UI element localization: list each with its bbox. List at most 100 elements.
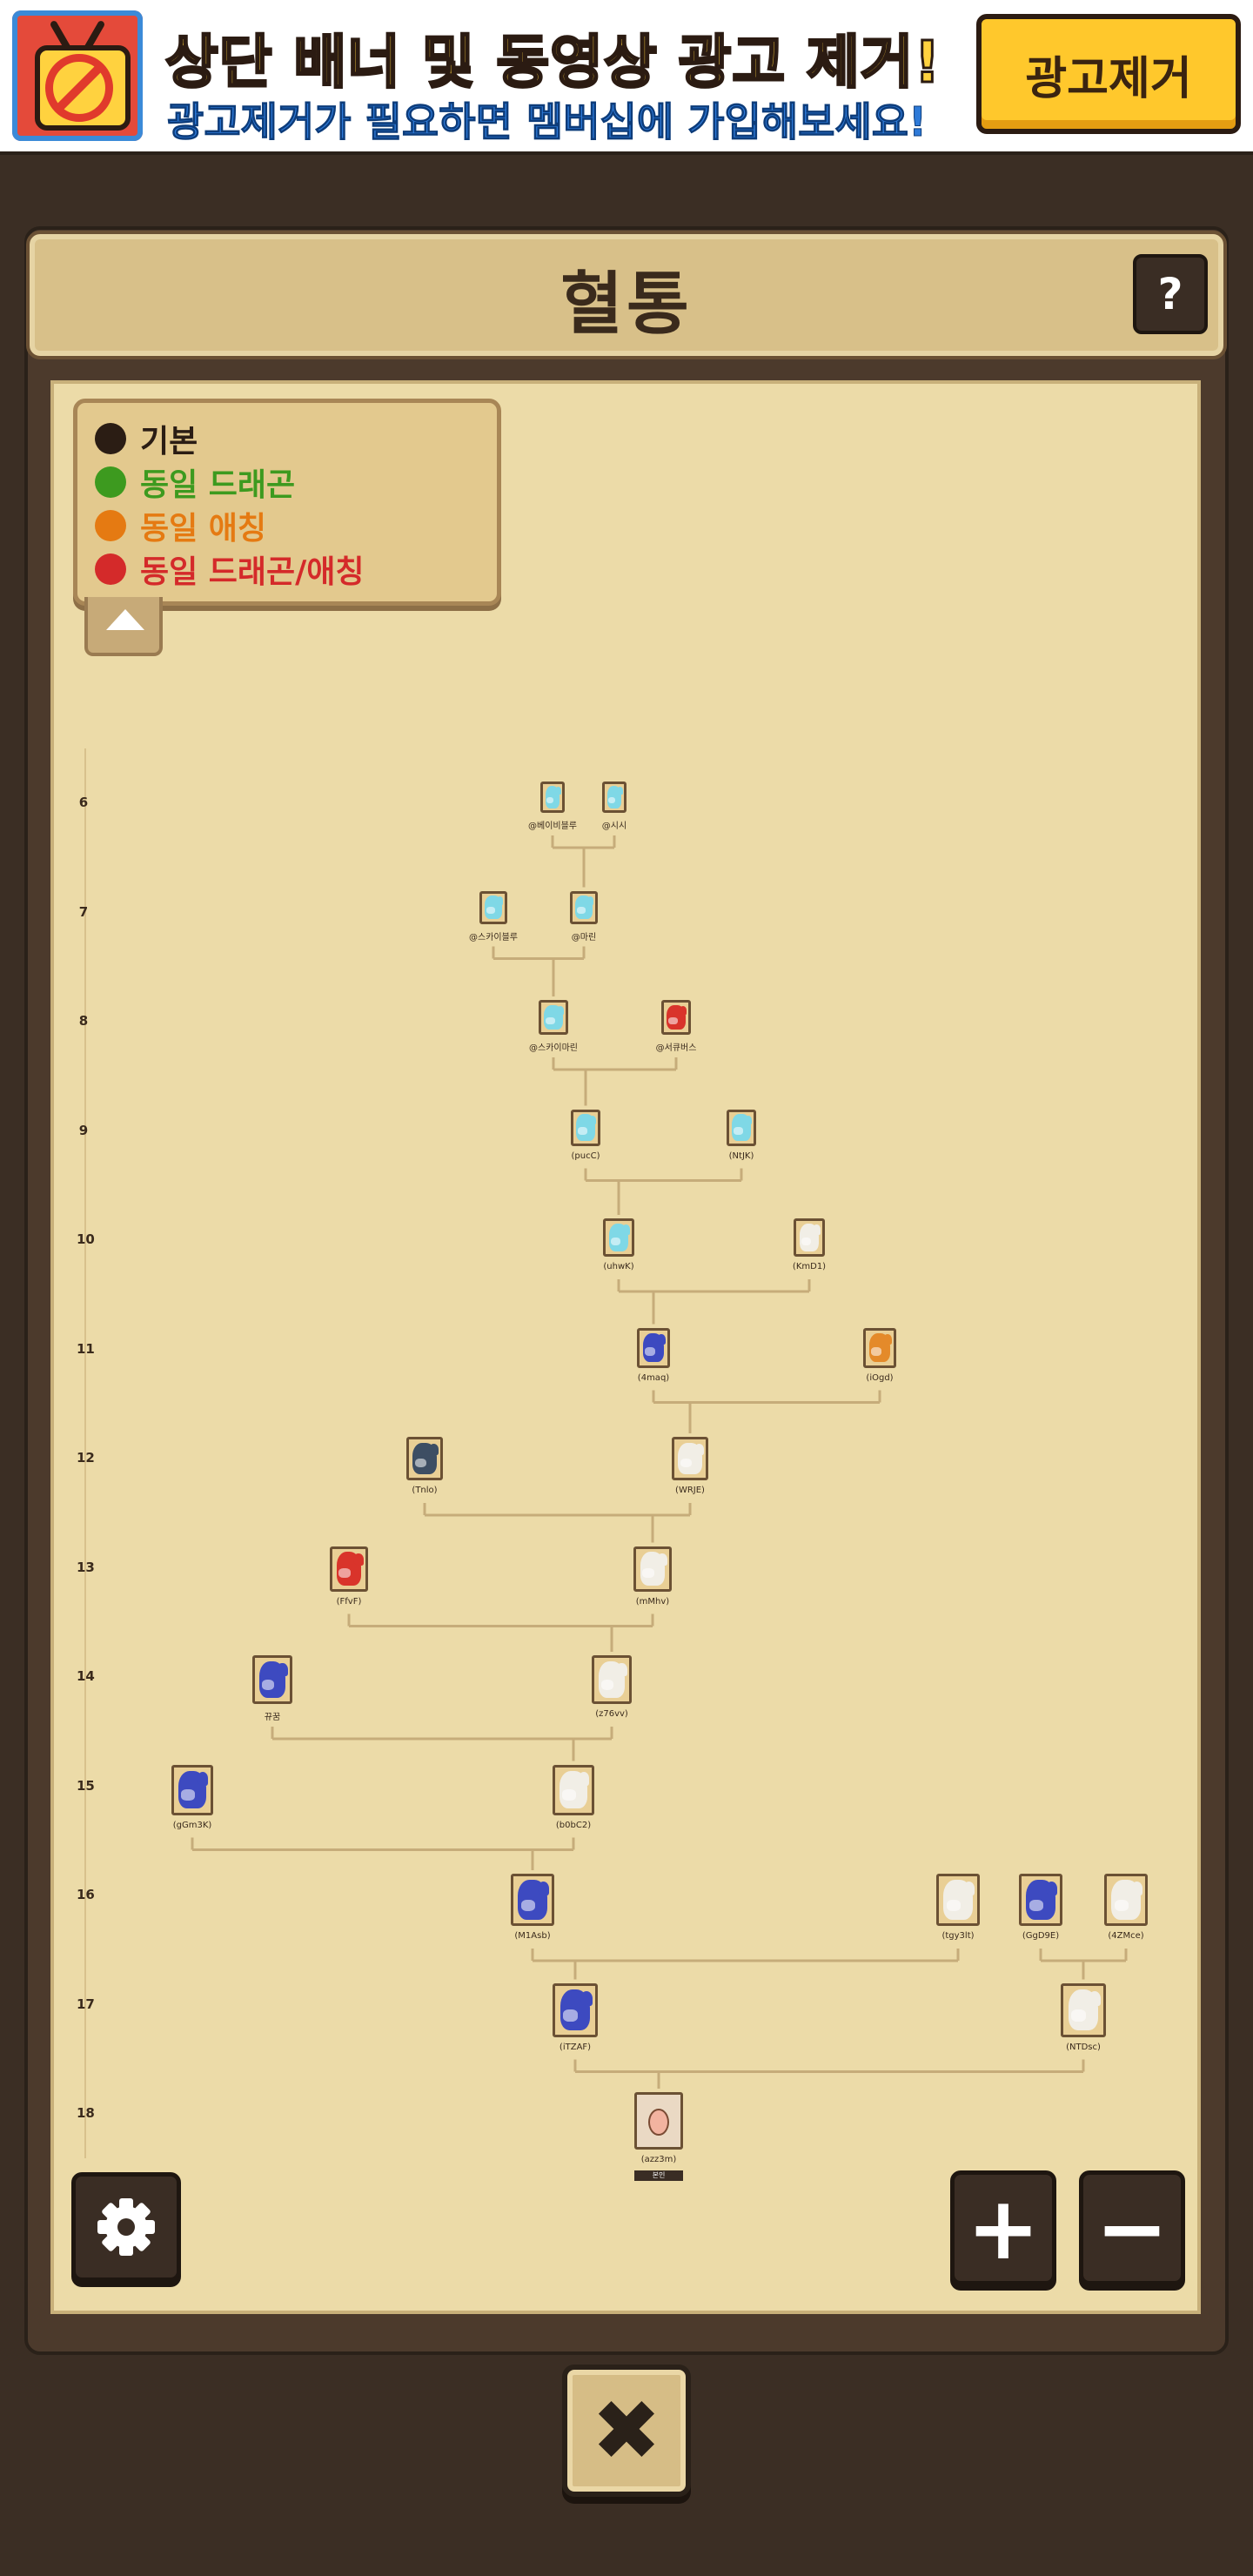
settings-button[interactable] [71,2172,181,2282]
generation-label: 10 [77,1231,95,1247]
dragon-node-icon[interactable] [406,1437,443,1480]
generation-label: 9 [78,1122,89,1138]
self-badge: 본인 [634,2170,683,2181]
dragon-node-icon[interactable] [1061,1982,1106,2037]
dragon-node-icon[interactable] [511,1874,554,1926]
legend-collapse-button[interactable] [84,597,163,656]
ad-subtitle: 광고제거가 필요하면 멤버십에 가입해보세요! [166,98,928,146]
dragon-node-label: (z76vv) [595,1709,628,1719]
legend-label-same-dragon-nickname: 동일 드래곤/애칭 [140,554,365,590]
zoom-in-button[interactable]: + [950,2170,1056,2285]
dragon-icon [1111,1880,1143,1920]
tree-connector [531,1949,960,1980]
generation-label: 7 [78,903,89,920]
legend-label-same-nickname: 동일 애칭 [140,511,267,547]
dragon-node-icon[interactable] [571,1109,600,1146]
tree-connector [347,1613,654,1652]
dragon-node-label: (uhwK) [603,1262,634,1271]
legend-label-basic: 기본 [140,424,198,460]
page-title: 혈통 [560,265,693,344]
dragon-icon [1026,1880,1058,1920]
tree-connector [584,1168,743,1215]
dragon-node-icon[interactable] [540,782,565,813]
dragon-node-icon[interactable] [672,1437,708,1480]
ad-banner[interactable]: 상단 배너 및 동영상 광고 제거! 광고제거가 필요하면 멤버십에 가입해보세… [0,0,1253,155]
dragon-icon [485,896,504,919]
dragon-node-label: (4maq) [637,1372,670,1383]
legend-dot-same-nickname [95,510,126,541]
dragon-node-icon[interactable] [539,1000,568,1035]
dragon-node-icon[interactable] [1104,1874,1148,1926]
dragon-node-icon[interactable] [637,1327,670,1368]
generation-label: 18 [77,2105,95,2121]
tree-connector [652,1390,881,1433]
dragon-node-icon[interactable] [936,1874,980,1926]
dragon-icon [336,1552,364,1586]
dragon-node-label: @시시 [601,822,627,831]
dragon-icon [258,1661,289,1698]
legend-label-same-dragon: 동일 드래곤 [140,467,296,503]
dragon-node-label: @마린 [571,932,597,943]
help-button[interactable]: ? [1133,254,1208,334]
dragon-icon [678,1442,705,1475]
dragon-node-icon[interactable] [553,1982,598,2037]
dragon-node-icon[interactable] [570,890,598,924]
generation-label: 12 [77,1450,95,1466]
dragon-node-icon[interactable] [479,890,507,924]
dragon-node-label: (NTDsc) [1066,2042,1101,2052]
tree-connector [423,1503,692,1543]
dragon-icon [608,1224,630,1251]
dragon-icon [732,1114,753,1141]
dragon-node-label: (mMhv) [635,1596,670,1607]
panel-header: 혈통 ? [26,231,1227,359]
dragon-node-label: (WRJE) [675,1486,705,1495]
dragon-node-label: @스카이블루 [469,932,518,943]
dragon-icon [559,1989,593,2030]
generation-label: 15 [77,1777,95,1794]
dragon-node-label: (gGm3K) [172,1820,212,1830]
dragon-icon [640,1552,667,1586]
dragon-node-label: (M1Asb) [514,1931,551,1941]
dragon-node-icon[interactable] [592,1655,632,1704]
generation-label: 16 [77,1887,95,1902]
dragon-node-label: @스카이마린 [529,1043,578,1053]
remove-ads-button[interactable]: 광고제거 [976,14,1241,134]
dragon-icon [559,1770,590,1809]
dragon-node-label: (FfvF) [336,1596,362,1607]
dragon-node-icon[interactable] [252,1655,292,1704]
dragon-icon [178,1770,209,1809]
gear-icon [97,2198,155,2256]
legend: 기본 동일 드래곤 동일 애칭 동일 드래곤/애칭 [73,399,501,606]
dragon-node-icon[interactable] [661,1000,691,1035]
dragon-node-icon[interactable] [633,1546,672,1592]
tree-connector [552,1057,678,1106]
close-button[interactable]: ✖ [562,2365,691,2497]
dragon-node-icon[interactable] [794,1218,825,1257]
legend-item-same-nickname: 동일 애칭 [95,506,267,547]
dragon-node-icon[interactable] [171,1764,213,1815]
dragon-node-icon[interactable] [553,1764,594,1815]
dragon-node-icon[interactable] [727,1109,756,1146]
legend-dot-same-dragon-nickname [95,553,126,585]
dragon-node-icon[interactable] [602,782,626,813]
dragon-node-label: @서큐버스 [655,1043,697,1053]
legend-dot-same-dragon [95,466,126,498]
dragon-icon [598,1661,628,1698]
tree-connector [191,1837,575,1870]
dragon-node-label: 뀨꿈 [264,1713,281,1722]
zoom-out-button[interactable]: − [1079,2170,1185,2285]
dragon-node-icon[interactable] [863,1327,896,1368]
ad-title: 상단 배너 및 동영상 광고 제거! [164,28,942,97]
dragon-node-label: (tgy3lt) [941,1931,975,1941]
dragon-node-icon[interactable] [330,1546,368,1592]
dragon-icon [412,1442,439,1475]
dragon-node-label: (azz3m) [640,2155,677,2164]
dragon-icon [642,1332,667,1363]
dragon-node-label: (pucC) [571,1150,600,1161]
generation-label: 8 [78,1013,89,1029]
dragon-node-icon[interactable] [1019,1874,1062,1926]
dragon-node-icon[interactable] [634,2092,683,2150]
tree-canvas[interactable] [50,380,1201,2314]
dragon-node-icon[interactable] [603,1218,634,1257]
